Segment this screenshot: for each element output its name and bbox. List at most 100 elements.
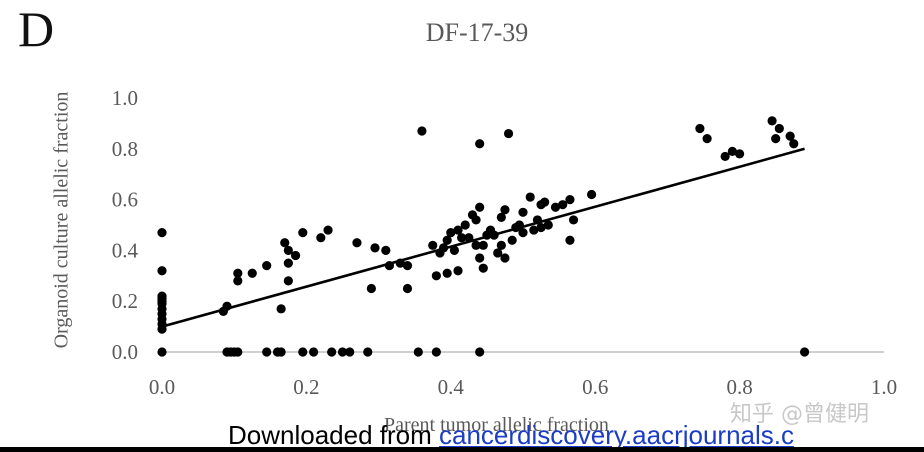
data-point [568, 215, 579, 225]
y-tick-label: 0.2 [112, 289, 138, 313]
data-point [789, 139, 799, 149]
data-point [283, 245, 293, 255]
data-point [500, 253, 510, 263]
data-point [774, 123, 784, 134]
data-point [417, 126, 427, 136]
data-point [363, 347, 373, 357]
y-tick-label: 0.0 [112, 340, 138, 364]
x-tick-label: 0.8 [726, 375, 752, 399]
data-point [157, 347, 167, 357]
data-point [453, 225, 463, 235]
data-point [507, 235, 517, 245]
data-point [496, 212, 506, 222]
data-point [247, 268, 257, 278]
data-point [298, 228, 308, 238]
data-point [771, 134, 781, 144]
data-point [345, 347, 355, 357]
data-point [496, 240, 506, 250]
data-point [735, 149, 745, 159]
data-point [799, 347, 810, 357]
data-point [276, 347, 286, 357]
data-point [525, 192, 535, 202]
data-point [702, 134, 712, 144]
data-point [428, 240, 438, 250]
x-tick-labels: 0.0 0.2 0.4 0.6 0.8 1.0 [149, 375, 897, 399]
data-point [337, 347, 348, 357]
data-point [413, 347, 423, 357]
data-point [402, 283, 413, 294]
data-point [233, 268, 243, 278]
data-point [381, 245, 391, 255]
data-point [366, 283, 376, 294]
data-point [475, 139, 485, 149]
bottom-bar [0, 447, 924, 452]
data-point [529, 225, 539, 235]
data-point [695, 123, 705, 134]
trendline [161, 147, 805, 328]
data-point [446, 228, 456, 238]
data-point [493, 248, 503, 258]
data-point [478, 263, 488, 273]
data-point [309, 347, 319, 357]
data-point [290, 250, 301, 261]
data-point [475, 253, 485, 263]
watermark: 知乎 @曾健明 [730, 402, 869, 427]
data-point [727, 146, 737, 156]
data-point [276, 304, 286, 314]
x-tick-label: 0.0 [149, 375, 175, 399]
data-point [500, 205, 510, 215]
data-point [431, 271, 441, 281]
data-point [471, 215, 481, 225]
data-point [327, 347, 337, 357]
y-tick-label: 0.8 [112, 137, 138, 161]
data-point [471, 240, 481, 250]
data-point [543, 220, 553, 230]
data-point [565, 235, 575, 245]
data-point [460, 220, 470, 230]
data-point [442, 268, 452, 278]
y-tick-label: 0.6 [112, 188, 138, 212]
data-point [262, 261, 272, 271]
data-point [157, 266, 167, 276]
download-notice-text: Downloaded from [228, 420, 439, 450]
x-tick-label: 0.2 [293, 375, 319, 399]
data-point [586, 189, 597, 200]
data-point [453, 266, 463, 276]
data-point [280, 238, 290, 248]
data-point [370, 243, 380, 253]
chart-title: DF-17-39 [425, 18, 529, 47]
data-point [233, 276, 243, 286]
data-point [518, 207, 528, 217]
data-point [475, 202, 485, 212]
data-point [262, 347, 272, 357]
y-tick-label: 0.4 [112, 238, 139, 262]
data-point [283, 276, 293, 286]
data-point [157, 228, 167, 238]
data-point [475, 347, 485, 357]
data-point [767, 116, 777, 126]
trendline-group [161, 147, 805, 328]
data-point [785, 131, 795, 141]
data-point [352, 238, 362, 248]
data-point [720, 151, 730, 162]
data-point [518, 228, 528, 238]
download-notice: Downloaded from cancerdiscovery.aacrjour… [228, 420, 794, 450]
data-point [316, 233, 326, 243]
x-tick-label: 0.4 [438, 375, 465, 399]
data-point [283, 258, 293, 268]
panel-label: D [18, 1, 55, 57]
y-tick-labels: 0.0 0.2 0.4 0.6 0.8 1.0 [112, 86, 139, 364]
data-point [323, 225, 333, 235]
data-point [536, 222, 546, 233]
x-tick-label: 0.6 [582, 375, 608, 399]
data-point [558, 200, 568, 210]
data-point [565, 195, 575, 205]
data-point [442, 235, 452, 245]
data-point [540, 197, 550, 207]
x-tick-label: 1.0 [871, 375, 897, 399]
data-point [402, 261, 413, 271]
y-tick-label: 1.0 [112, 86, 138, 110]
data-point [503, 128, 514, 139]
source-link[interactable]: cancerdiscovery.aacrjournals.c [439, 420, 794, 450]
